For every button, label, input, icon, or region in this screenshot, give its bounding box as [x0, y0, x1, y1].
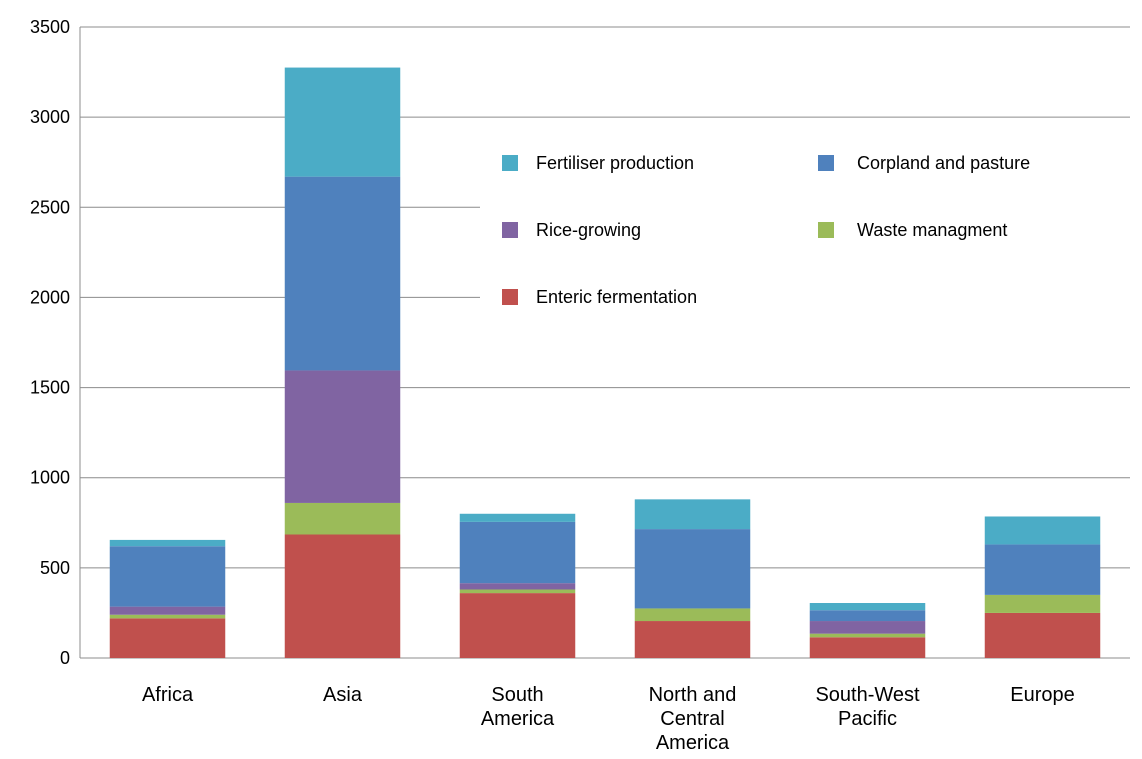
bar-rice-growing: [284, 370, 401, 503]
legend-swatch: [502, 155, 518, 171]
legend-label: Waste managment: [857, 220, 1007, 240]
legend-item-fertiliser-production: Fertiliser production: [502, 153, 694, 173]
bar-waste-managment: [984, 594, 1101, 613]
bar-corpland-and-pasture: [459, 521, 576, 584]
bar-enteric-fermentation: [634, 621, 751, 658]
bar-waste-managment: [634, 608, 751, 622]
bar-enteric-fermentation: [459, 593, 576, 658]
bar-fertiliser-production: [109, 539, 226, 547]
bars: [109, 67, 1101, 658]
category-label: South-West Pacific: [815, 684, 920, 730]
category-label: North and Central America: [649, 684, 737, 754]
y-tick-label: 0: [60, 648, 70, 668]
bar-corpland-and-pasture: [809, 610, 926, 622]
bar-enteric-fermentation: [809, 637, 926, 658]
legend-item-enteric-fermentation: Enteric fermentation: [502, 287, 697, 307]
legend-swatch: [818, 155, 834, 171]
legend-swatch: [502, 222, 518, 238]
y-tick-label: 3000: [30, 107, 70, 127]
y-tick-label: 2500: [30, 197, 70, 217]
bar-fertiliser-production: [984, 516, 1101, 545]
legend-label: Corpland and pasture: [857, 153, 1030, 173]
bar-enteric-fermentation: [109, 618, 226, 658]
bar-waste-managment: [809, 633, 926, 638]
y-tick-label: 3500: [30, 17, 70, 37]
legend-item-rice-growing: Rice-growing: [502, 220, 641, 240]
bar-rice-growing: [809, 621, 926, 634]
bar-corpland-and-pasture: [109, 546, 226, 607]
bar-waste-managment: [284, 502, 401, 535]
legend-item-waste-managment: Waste managment: [818, 220, 1007, 240]
legend-background: [480, 137, 1130, 323]
bar-fertiliser-production: [284, 67, 401, 177]
category-label: Europe: [1010, 684, 1075, 706]
legend-label: Rice-growing: [536, 220, 641, 240]
bar-fertiliser-production: [809, 603, 926, 611]
legend: Fertiliser production Corpland and pastur…: [480, 137, 1130, 323]
category-label: Asia: [323, 684, 363, 706]
bar-enteric-fermentation: [284, 534, 401, 658]
y-tick-label: 1000: [30, 468, 70, 488]
bar-waste-managment: [459, 589, 576, 594]
category-label: South America: [481, 684, 555, 730]
bar-enteric-fermentation: [984, 612, 1101, 658]
legend-swatch: [818, 222, 834, 238]
legend-label: Enteric fermentation: [536, 287, 697, 307]
bar-corpland-and-pasture: [634, 529, 751, 609]
bar-corpland-and-pasture: [984, 544, 1101, 595]
y-tick-labels: 0 500 1000 1500 2000 2500 3000 3500: [30, 17, 70, 668]
bar-fertiliser-production: [634, 499, 751, 530]
y-tick-label: 2000: [30, 287, 70, 307]
y-tick-label: 500: [40, 558, 70, 578]
bar-fertiliser-production: [459, 513, 576, 522]
category-labels: Africa Asia South America North and Central Am…: [142, 684, 1075, 754]
bar-rice-growing: [109, 606, 226, 615]
legend-swatch: [502, 289, 518, 305]
y-tick-label: 1500: [30, 378, 70, 398]
bar-waste-managment: [109, 614, 226, 619]
axes: [79, 27, 1130, 659]
legend-label: Fertiliser production: [536, 153, 694, 173]
bar-corpland-and-pasture: [284, 176, 401, 371]
category-label: Africa: [142, 684, 194, 706]
legend-item-corpland-and-pasture: Corpland and pasture: [818, 153, 1030, 173]
bar-rice-growing: [459, 583, 576, 590]
